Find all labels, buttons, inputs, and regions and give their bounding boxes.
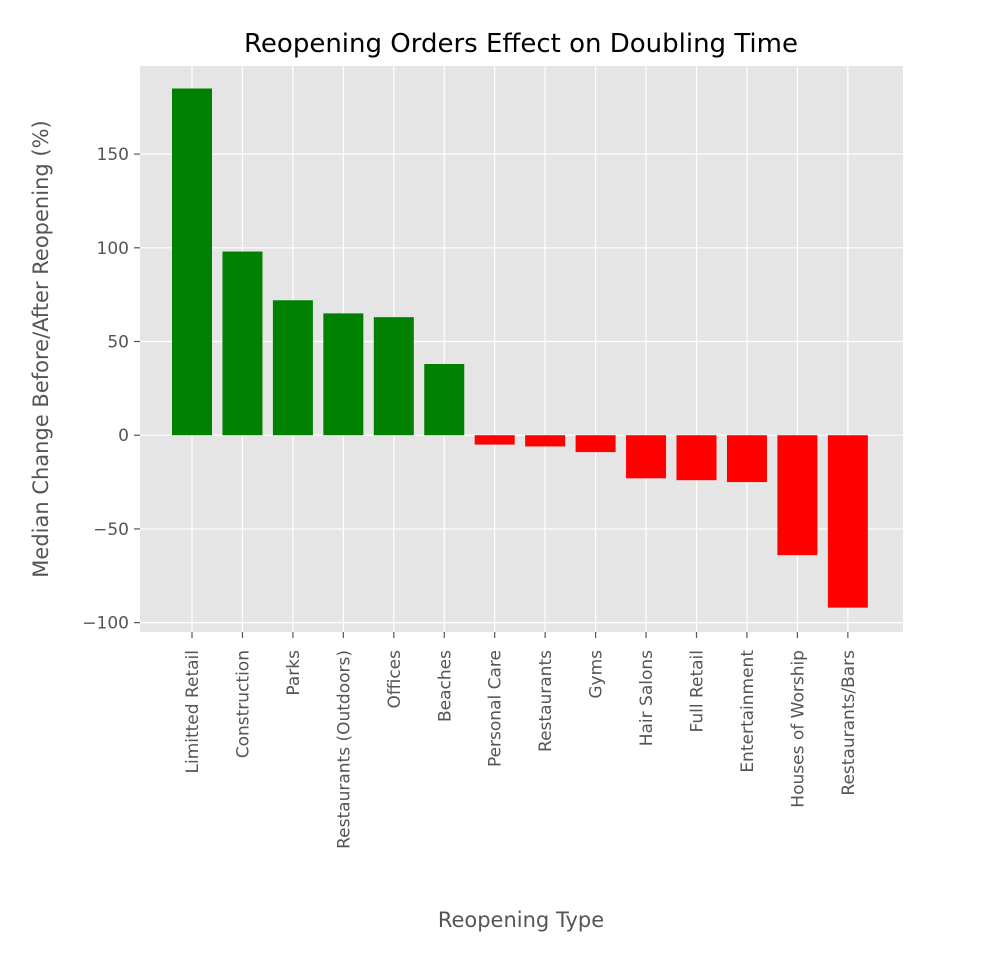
x-tick-label: Gyms: [587, 650, 607, 699]
bar-offices: [373, 317, 414, 436]
y-tick-label: −50: [93, 520, 129, 540]
x-tick-label: Houses of Worship: [788, 650, 808, 808]
x-tick-label: Construction: [233, 650, 253, 758]
plot-background: [140, 66, 903, 632]
x-tick-label: Restaurants/Bars: [839, 650, 859, 796]
y-tick-label: 0: [118, 426, 129, 446]
y-tick-label: 100: [97, 239, 129, 259]
y-tick-label: 150: [97, 145, 129, 165]
x-tick-label: Hair Salons: [637, 650, 657, 746]
x-tick-label: Personal Care: [486, 650, 506, 767]
bar-restaurants: [525, 435, 566, 447]
bar-entertainment: [726, 435, 767, 483]
x-tick-label: Restaurants: [536, 650, 556, 752]
y-axis-label: Median Change Before/After Reopening (%): [29, 120, 53, 577]
x-tick-label: Entertainment: [738, 650, 758, 773]
x-tick-label: Offices: [385, 650, 405, 709]
bar-beaches: [424, 363, 465, 436]
bar-restaurants-bars: [827, 435, 868, 608]
y-tick-label: 50: [107, 333, 129, 353]
bar-houses-of-worship: [777, 435, 818, 556]
bar-restaurants-outdoors: [323, 313, 364, 436]
bar-full-retail: [676, 435, 717, 481]
bars: [172, 88, 868, 608]
bar-personal-care: [474, 435, 515, 445]
x-tick-label: Limitted Retail: [183, 650, 203, 774]
bar-parks: [272, 300, 313, 436]
x-tick-label: Full Retail: [688, 650, 708, 733]
y-axis-ticks: −100 −50 0 50 100 150: [82, 145, 140, 634]
bar-gyms: [575, 435, 616, 453]
x-axis-label: Reopening Type: [438, 908, 604, 932]
bar-construction: [222, 251, 263, 436]
y-tick-label: −100: [82, 614, 129, 634]
x-axis-ticks: Limitted Retail Construction Parks Restaura…: [183, 632, 859, 849]
chart-title: Reopening Orders Effect on Doubling Time: [244, 29, 798, 59]
x-tick-label: Parks: [284, 650, 304, 696]
bar-hair-salons: [626, 435, 667, 479]
x-tick-label: Beaches: [435, 650, 455, 722]
x-tick-label: Restaurants (Outdoors): [334, 650, 354, 849]
bar-limitted-retail: [172, 88, 212, 436]
